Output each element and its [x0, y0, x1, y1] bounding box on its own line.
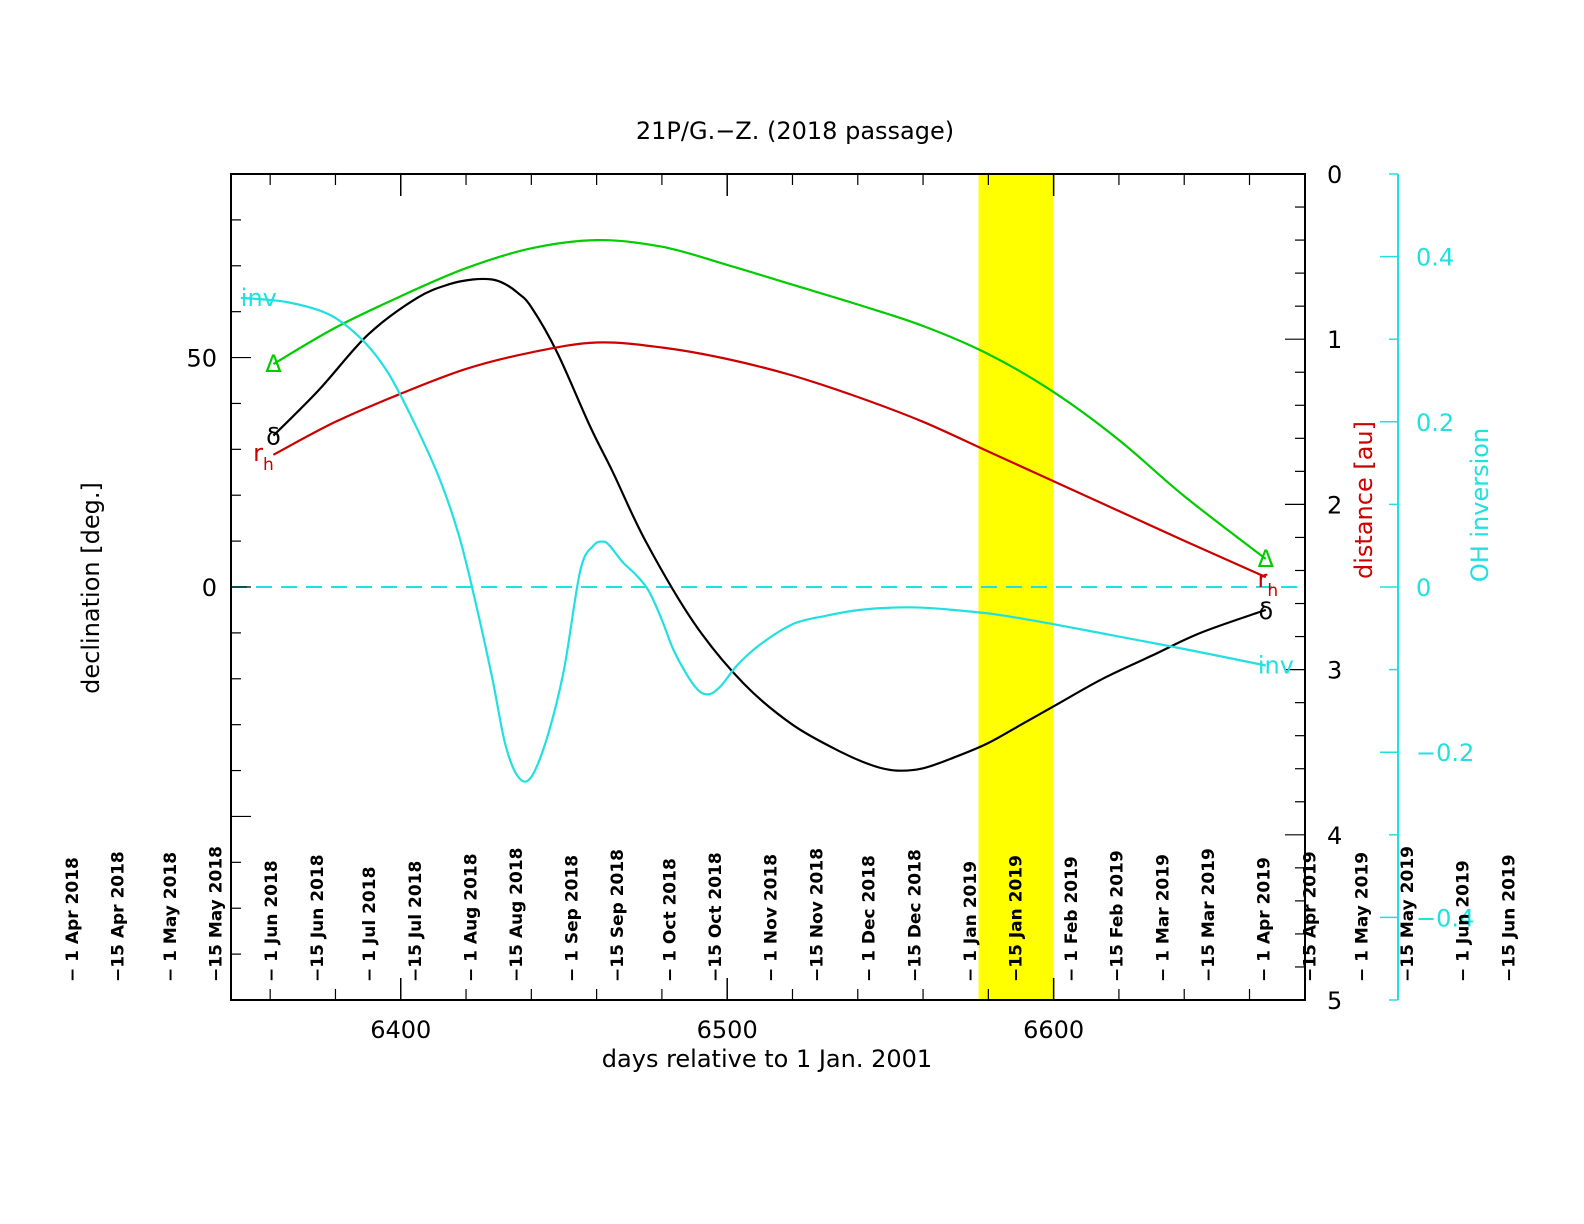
- y-axis-label-left: declination [deg.]: [77, 482, 105, 694]
- date-tick-label: −15 May 2019: [1398, 846, 1418, 982]
- date-tick-label: − 1 Jan 2019: [961, 861, 981, 982]
- date-tick-label: −15 Jun 2018: [308, 854, 328, 982]
- series-Delta-label-start: Δ: [265, 350, 282, 378]
- y-axis-label-inversion: OH inversion: [1466, 428, 1494, 582]
- date-tick-label: −15 Dec 2018: [905, 849, 925, 982]
- date-tick-label: − 1 Mar 2019: [1153, 854, 1173, 982]
- date-tick-label: − 1 Oct 2018: [660, 858, 680, 982]
- tick-layer: 6400 6500 6600 0 50 0 1 2 3 4 5 0.4 0.2 0 −0.2 −0.4: [186, 161, 1474, 1044]
- date-tick-label: − 1 Jun 2019: [1454, 860, 1474, 982]
- date-tick-label: −15 Sep 2018: [608, 849, 628, 982]
- date-tick-label: −15 Apr 2019: [1300, 851, 1320, 982]
- y-left-tick-label: 50: [186, 345, 217, 373]
- series-Delta-line: [272, 238, 1267, 560]
- series-layer: [240, 238, 1267, 783]
- y-axis-label-distance-text: distance: [1350, 470, 1378, 579]
- date-tick-label: − 1 May 2019: [1353, 852, 1373, 982]
- y-distance-tick-label: 3: [1327, 657, 1342, 685]
- date-tick-label: − 1 Apr 2018: [63, 857, 83, 982]
- date-tick-label: − 1 Aug 2018: [461, 853, 481, 982]
- y-inversion-tick-label: 0: [1416, 574, 1431, 602]
- date-tick-label: − 1 Jul 2018: [360, 867, 380, 982]
- y-distance-tick-label: 0: [1327, 161, 1342, 189]
- date-tick-label: −15 Feb 2019: [1108, 850, 1128, 982]
- series-rh-label-start-subscript: h: [263, 455, 274, 475]
- series-Delta-label-end: Δ: [1258, 545, 1275, 573]
- y-distance-tick-label: 1: [1327, 326, 1342, 354]
- series-delta-line: [272, 277, 1267, 772]
- date-tick-layer: − 1 Apr 2018 −15 Apr 2018 − 1 May 2018 −15 …: [63, 846, 1519, 982]
- date-tick-label: −15 Oct 2018: [706, 852, 726, 982]
- date-tick-label: −15 Jan 2019: [1007, 855, 1027, 982]
- y-distance-tick-label: 4: [1327, 822, 1342, 850]
- series-inv-label-start: inv: [241, 284, 277, 312]
- date-tick-label: − 1 Apr 2019: [1255, 857, 1275, 982]
- y-inversion-tick-label: 0.4: [1416, 244, 1454, 272]
- x-tick-label: 6500: [697, 1016, 758, 1044]
- date-tick-label: − 1 Dec 2018: [860, 855, 880, 982]
- date-tick-label: − 1 Feb 2019: [1062, 856, 1082, 982]
- date-tick-label: −15 Aug 2018: [507, 848, 527, 982]
- series-inv-line: [240, 296, 1267, 783]
- date-tick-label: − 1 Jun 2018: [262, 860, 282, 982]
- chart-title: 21P/G.−Z. (2018 passage): [636, 117, 954, 145]
- x-tick-label: 6600: [1023, 1016, 1084, 1044]
- date-tick-label: −15 Apr 2018: [109, 851, 129, 982]
- series-delta-label-start: δ: [266, 423, 281, 451]
- date-tick-label: − 1 Sep 2018: [563, 855, 583, 982]
- date-tick-label: −15 Jul 2018: [406, 861, 426, 982]
- series-rh-label-end-subscript: h: [1267, 581, 1278, 601]
- y-inversion-tick-label: −0.2: [1416, 739, 1474, 767]
- y-axis-label-distance-unit: [au]: [1350, 421, 1378, 470]
- date-tick-label: − 1 Nov 2018: [762, 854, 782, 982]
- y-distance-tick-label: 2: [1327, 491, 1342, 519]
- y-inversion-tick-label: −0.4: [1416, 904, 1474, 932]
- y-axis-label-distance: distance [au]: [1350, 421, 1378, 579]
- series-delta-label-end: δ: [1258, 597, 1273, 625]
- date-tick-label: −15 Jun 2019: [1499, 854, 1519, 982]
- date-tick-label: −15 Nov 2018: [807, 848, 827, 982]
- x-axis-label: days relative to 1 Jan. 2001: [602, 1045, 932, 1073]
- series-rh-line: [272, 341, 1267, 579]
- date-tick-label: −15 May 2018: [207, 846, 227, 982]
- date-tick-label: − 1 May 2018: [161, 852, 181, 982]
- y-left-tick-label: 0: [202, 574, 217, 602]
- y-distance-tick-label: 5: [1327, 987, 1342, 1015]
- x-tick-label: 6400: [370, 1016, 431, 1044]
- date-tick-label: −15 Mar 2019: [1199, 848, 1219, 982]
- y-inversion-tick-label: 0.2: [1416, 409, 1454, 437]
- series-inv-label-end: inv: [1258, 651, 1294, 679]
